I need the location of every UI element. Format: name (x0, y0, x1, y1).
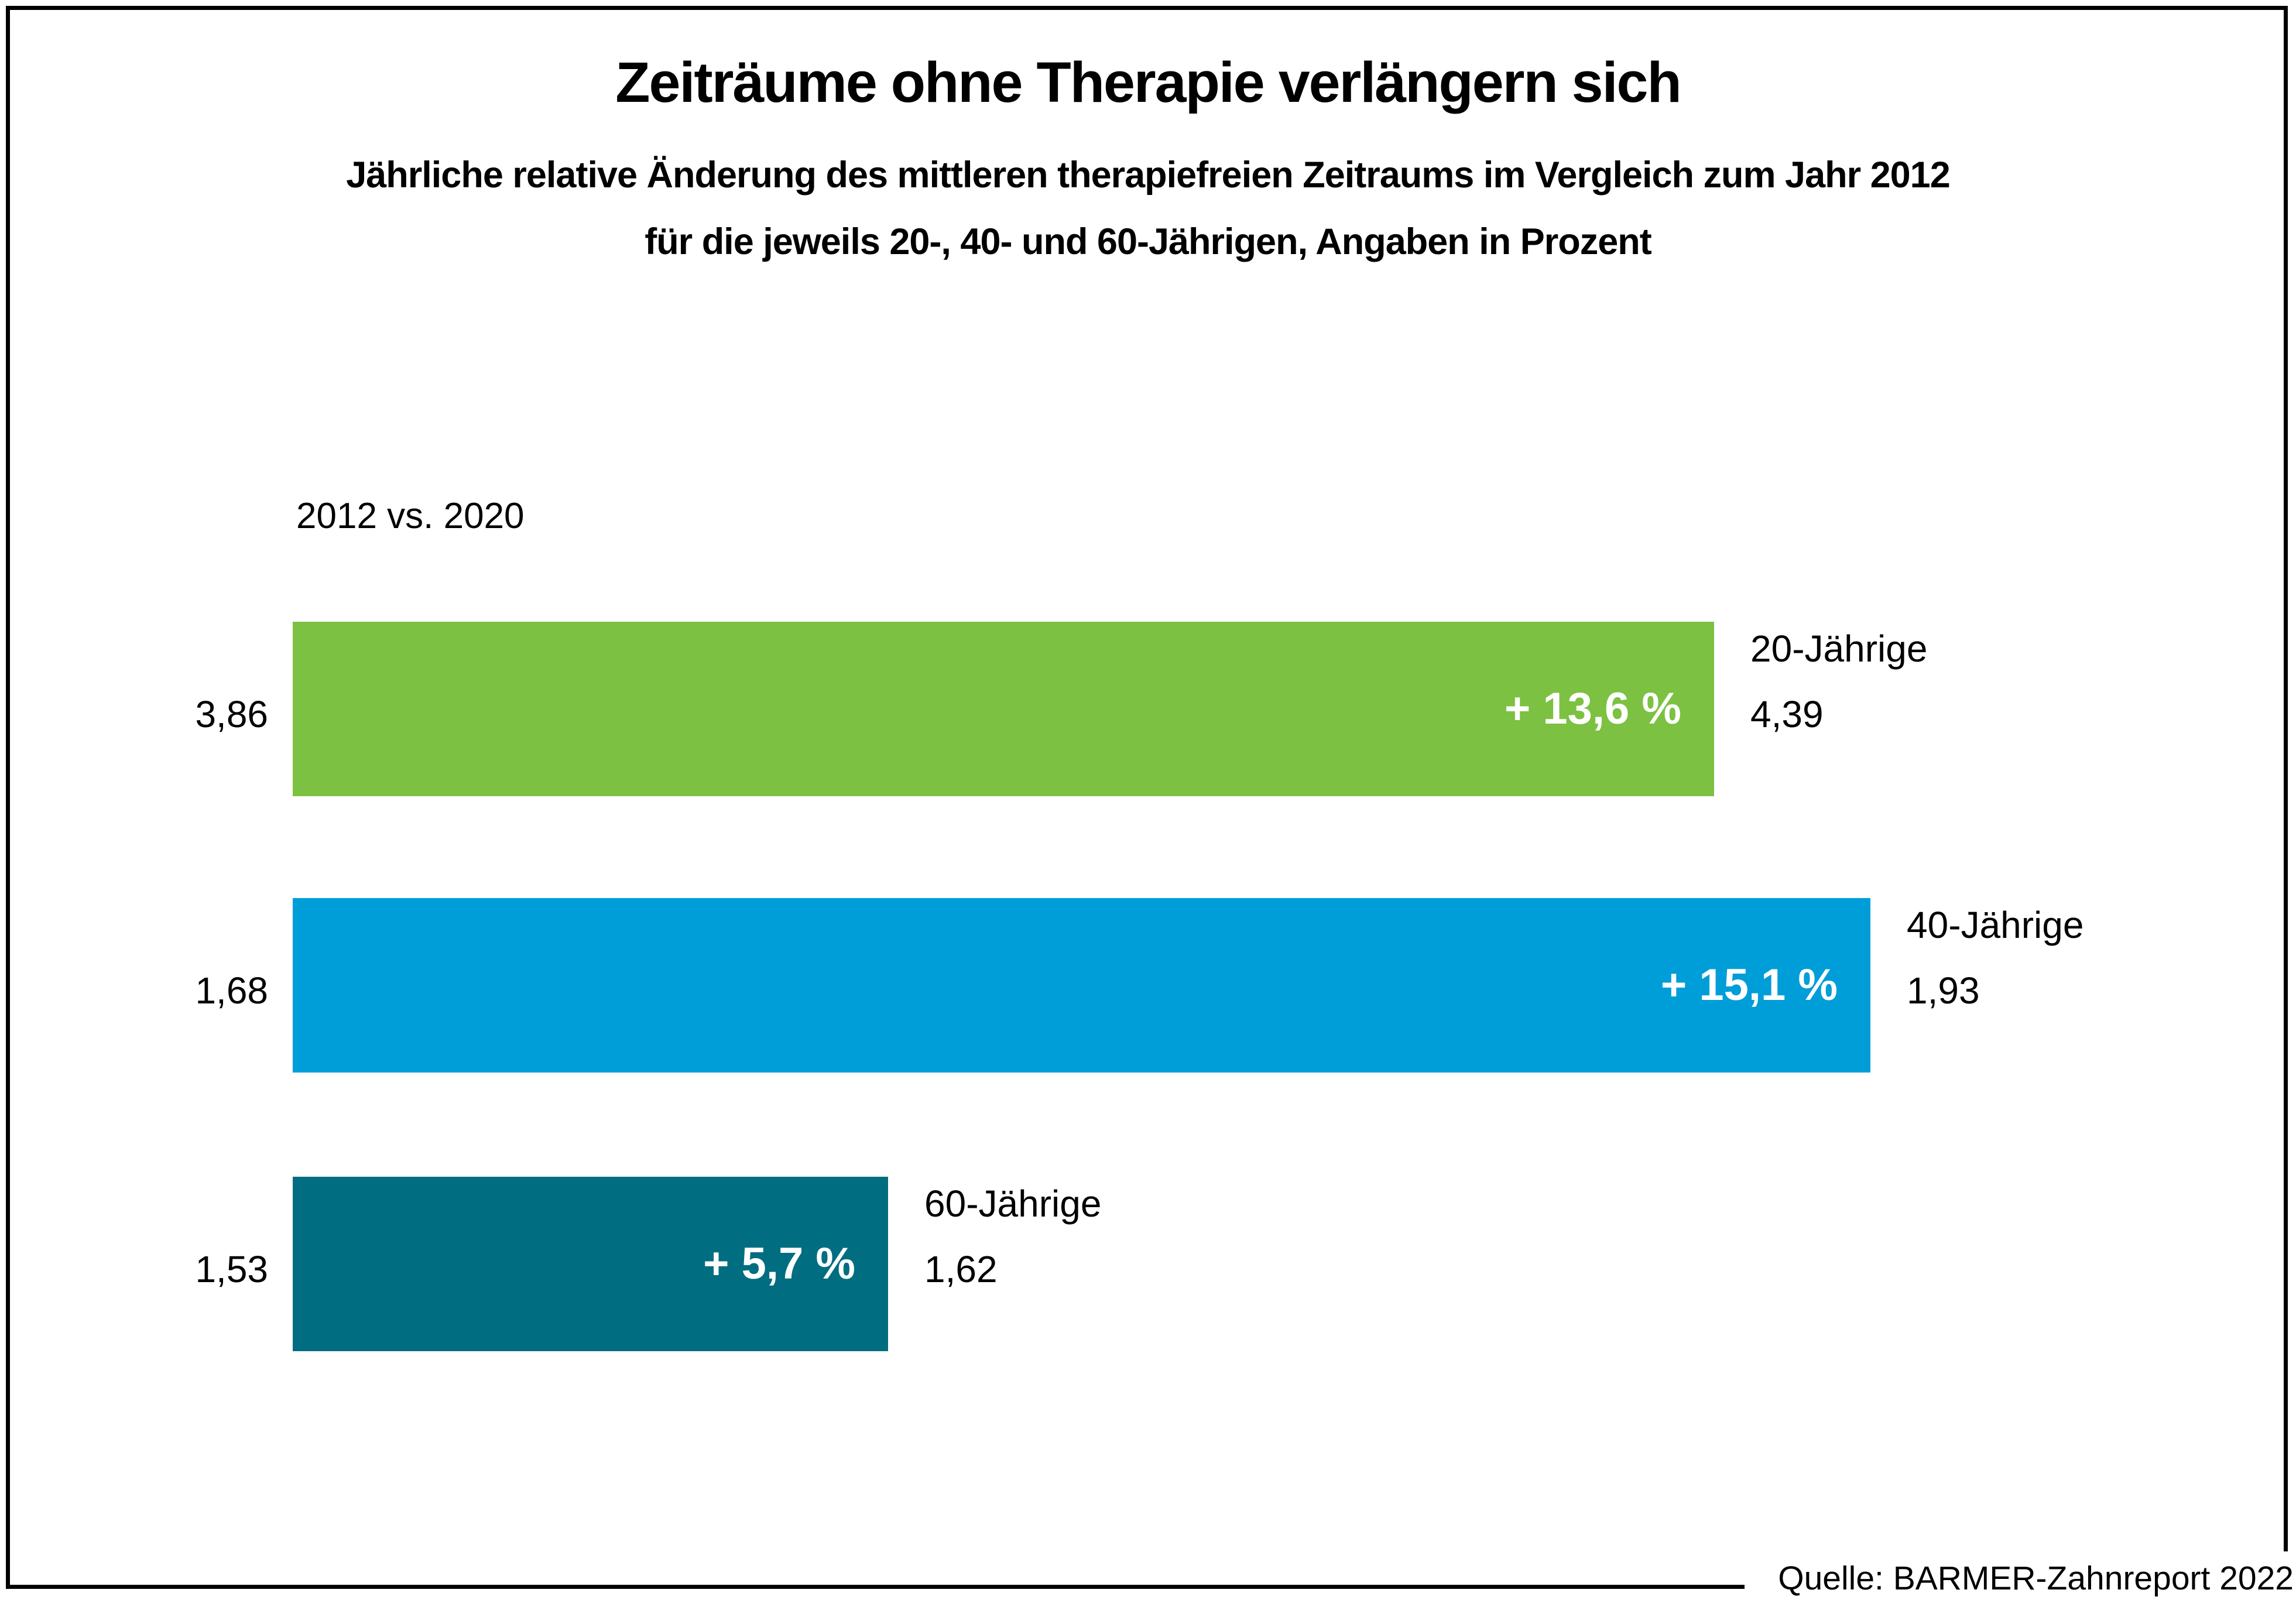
change-percent-label: + 15,1 % (1660, 960, 1838, 1010)
category-label: 40-Jährige (1907, 904, 2084, 946)
frame-border-top (6, 6, 2288, 10)
bar-40-jaehrige: + 15,1 % (293, 898, 1870, 1073)
bar-60-jaehrige: + 5,7 % (293, 1177, 888, 1351)
category-label: 60-Jährige (924, 1183, 1102, 1225)
bar-row-20-jaehrige: 3,86 + 13,6 % 20-Jährige 4,39 (0, 622, 2296, 796)
comparison-label: 2012 vs. 2020 (296, 496, 525, 536)
category-label: 20-Jährige (1750, 628, 1928, 670)
bar-row-40-jaehrige: 1,68 + 15,1 % 40-Jährige 1,93 (0, 898, 2296, 1073)
value-2020-label: 1,93 (1907, 969, 1980, 1012)
chart-title: Zeiträume ohne Therapie verlängern sich (615, 50, 1681, 114)
value-2012-label: 3,86 (195, 693, 268, 735)
frame-border-left (6, 6, 10, 1589)
frame-border-right (2284, 6, 2288, 1551)
change-percent-label: + 5,7 % (703, 1239, 855, 1289)
chart-subtitle-line-1: Jährliche relative Änderung des mittlere… (346, 155, 1951, 196)
frame-border-bottom (6, 1585, 1745, 1589)
change-percent-label: + 13,6 % (1504, 684, 1681, 734)
value-2020-label: 1,62 (924, 1248, 998, 1290)
value-2020-label: 4,39 (1750, 693, 1824, 735)
bar-20-jaehrige: + 13,6 % (293, 622, 1714, 796)
value-2012-label: 1,53 (195, 1248, 268, 1290)
chart-subtitle-line-2: für die jeweils 20-, 40- und 60-Jährigen… (645, 221, 1652, 262)
bar-row-60-jaehrige: 1,53 + 5,7 % 60-Jährige 1,62 (0, 1177, 2296, 1351)
source-label: Quelle: BARMER-Zahnreport 2022 (1769, 1559, 2294, 1598)
value-2012-label: 1,68 (195, 969, 268, 1012)
